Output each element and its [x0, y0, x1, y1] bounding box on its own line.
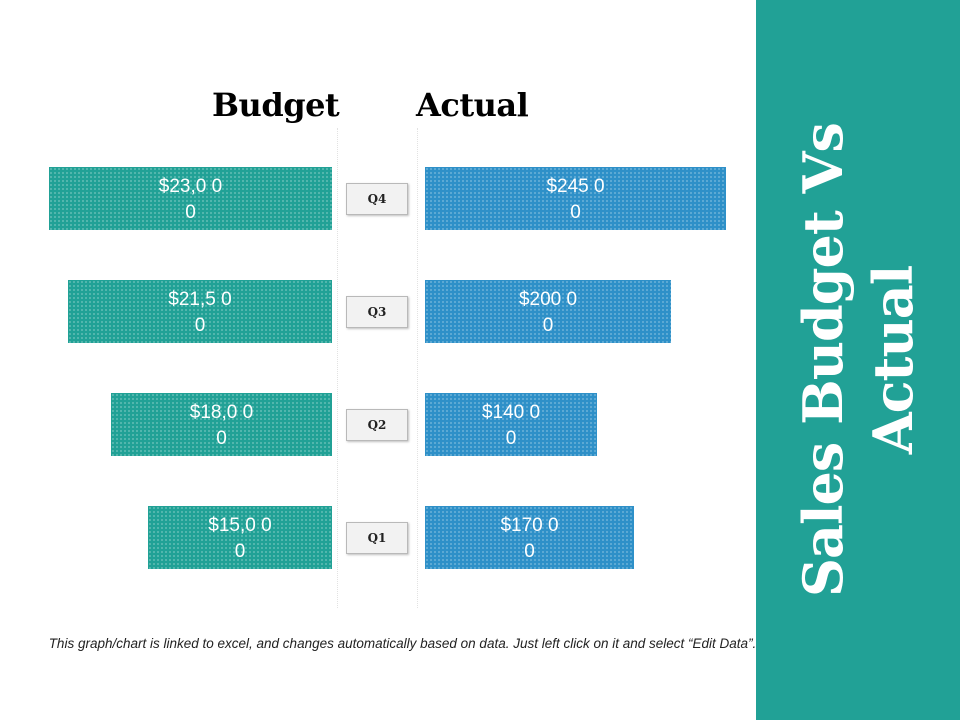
actual-data-label: $245 00 — [546, 176, 605, 223]
category-label-q3: Q3 — [346, 296, 408, 328]
budget-data-label: $18,0 00 — [189, 402, 254, 449]
actual-bar-q3: $200 00 — [425, 280, 671, 343]
actual-bar-q2: $140 00 — [425, 393, 597, 456]
category-label-q4: Q4 — [346, 183, 408, 215]
actual-data-label: $140 00 — [481, 402, 541, 449]
category-label-q1: Q1 — [346, 522, 408, 554]
actual-bar-q1: $170 00 — [425, 506, 634, 569]
budget-bar-q2: $18,0 00 — [111, 393, 332, 456]
budget-bar-q1: $15,0 00 — [148, 506, 332, 569]
divider-right — [417, 128, 418, 608]
budget-data-label: $15,0 00 — [208, 515, 272, 562]
chart-footnote: This graph/chart is linked to excel, and… — [48, 636, 757, 651]
budget-bar-q4: $23,0 00 — [49, 167, 332, 230]
budget-bar-q3: $21,5 00 — [68, 280, 332, 343]
actual-bar-q4: $245 00 — [425, 167, 726, 230]
title-panel — [756, 0, 960, 720]
actual-column-header: Actual — [416, 86, 529, 124]
divider-left — [337, 128, 338, 608]
actual-data-label: $200 00 — [518, 289, 578, 336]
budget-data-label: $21,5 00 — [168, 289, 232, 336]
budget-column-header: Budget — [212, 86, 340, 124]
slide-title: Sales Budget Vs Actual — [791, 123, 925, 597]
actual-data-label: $170 00 — [500, 515, 559, 562]
category-label-q2: Q2 — [346, 409, 408, 441]
budget-data-label: $23,0 00 — [158, 176, 223, 223]
